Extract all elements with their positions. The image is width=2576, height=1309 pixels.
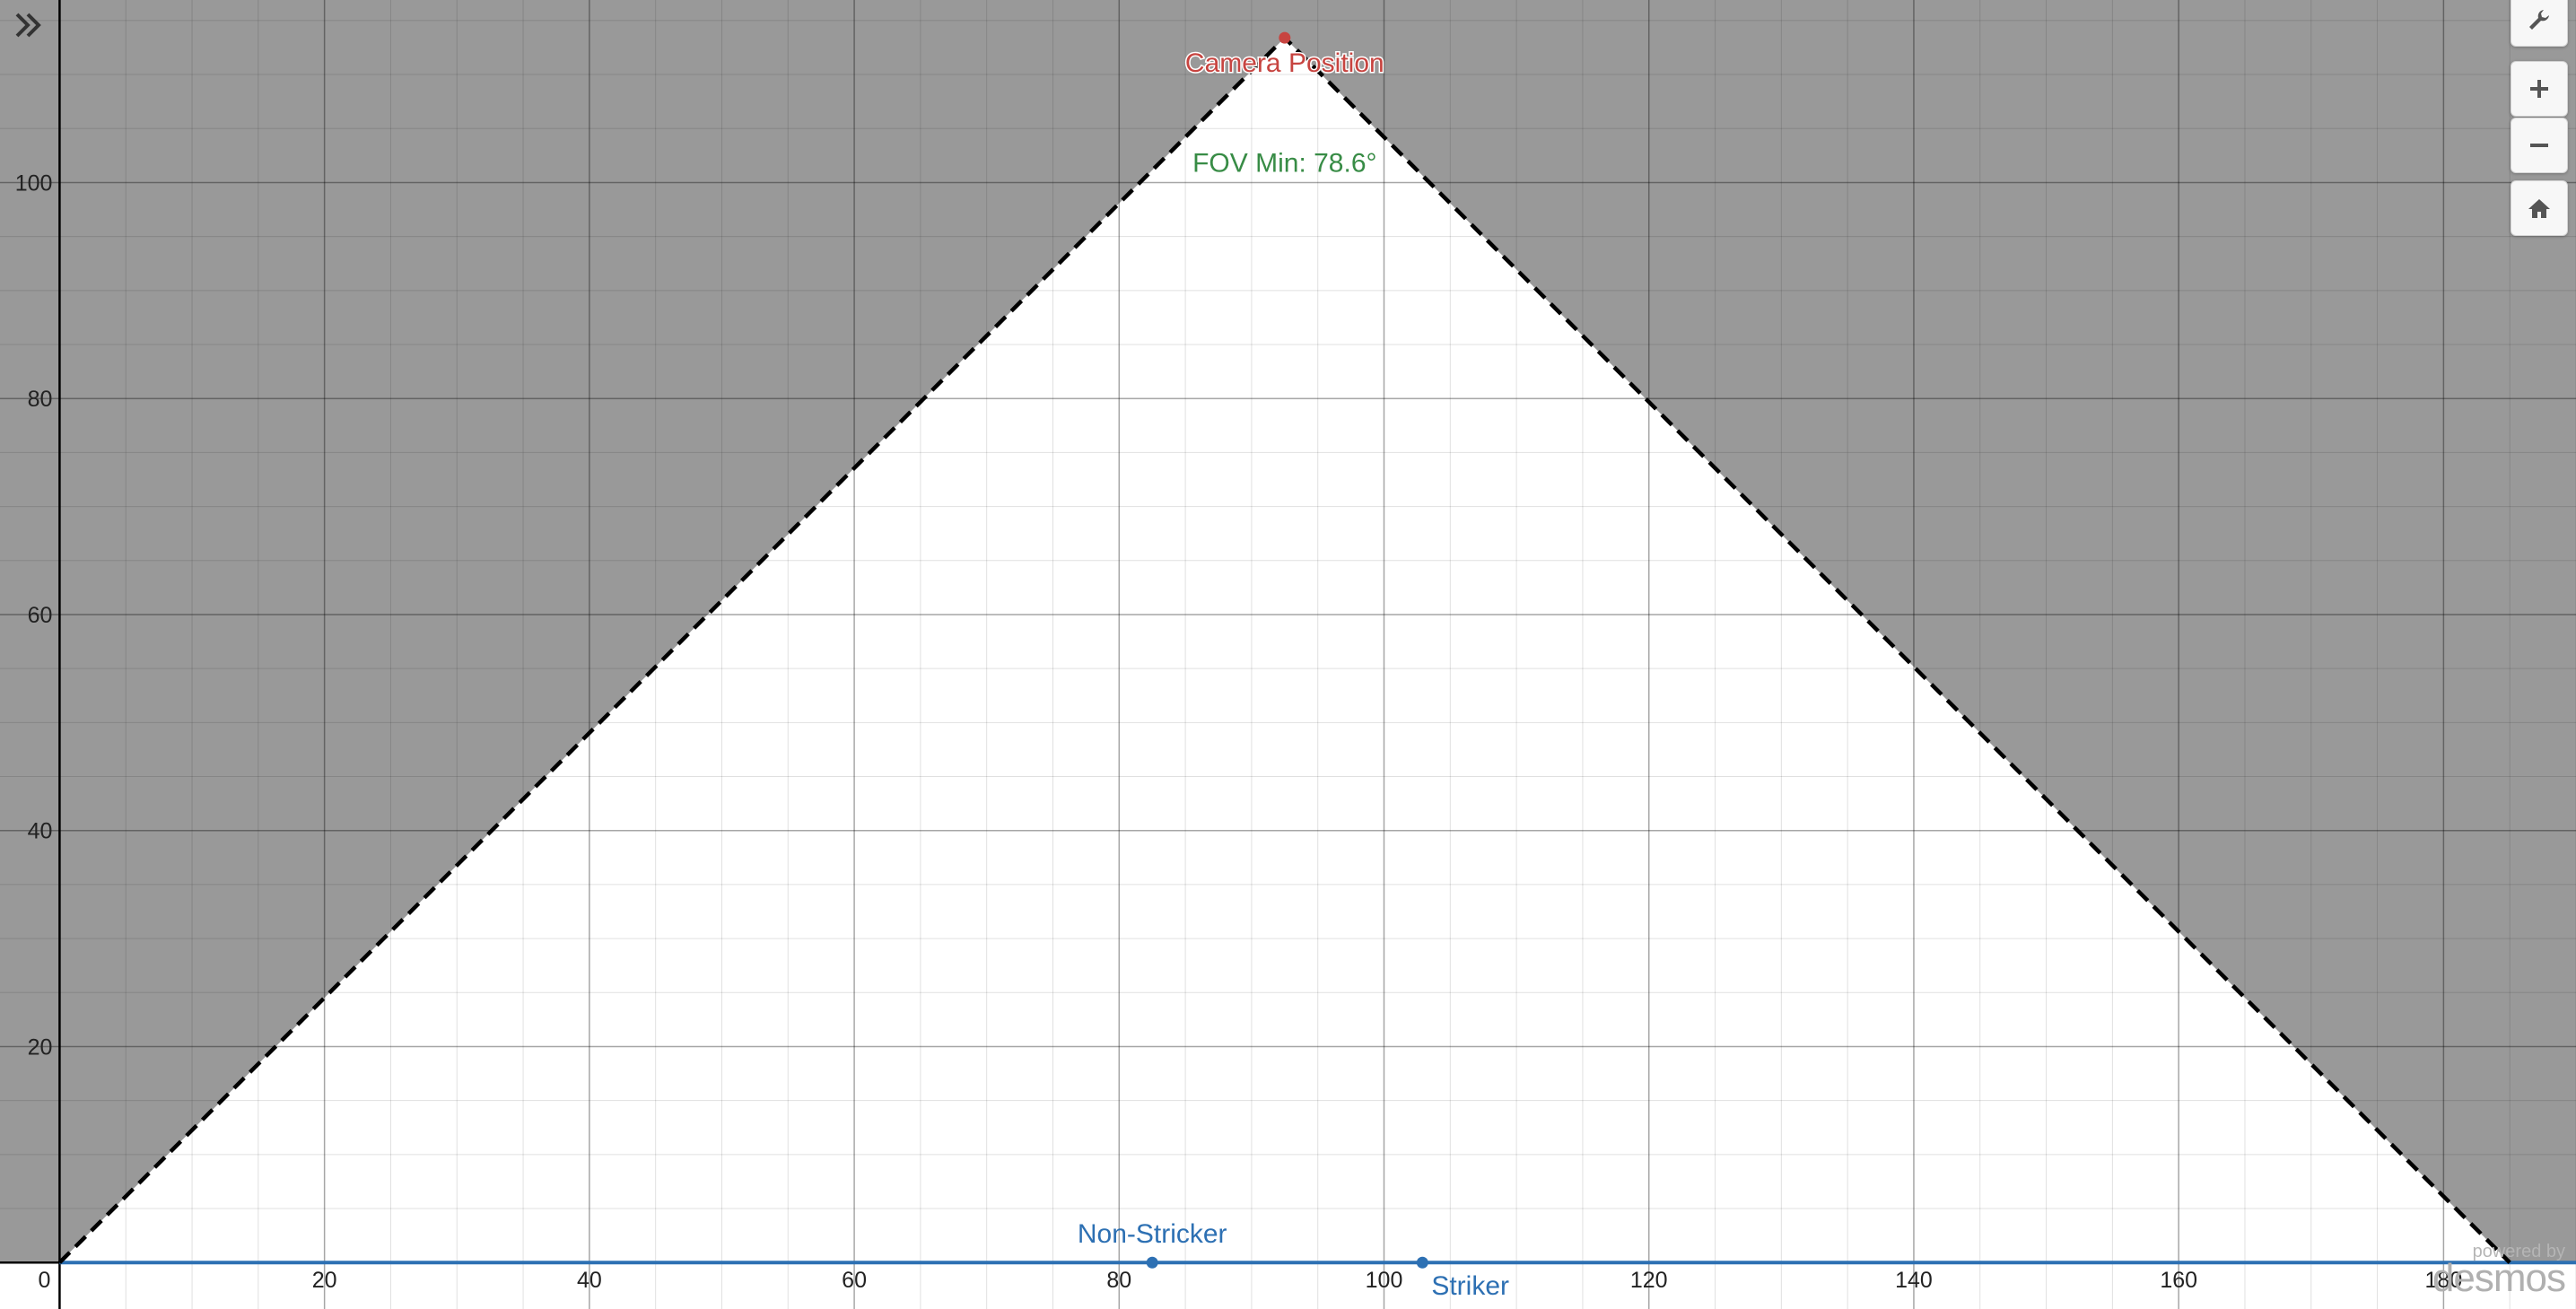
x-tick-label: 100	[1366, 1268, 1403, 1293]
settings-button[interactable]	[2511, 0, 2568, 47]
y-tick-label: 40	[28, 819, 53, 844]
zoom-out-button[interactable]	[2511, 118, 2568, 173]
zoom-in-button[interactable]	[2511, 61, 2568, 117]
camera-position-point	[1279, 31, 1291, 44]
striker-point	[1416, 1256, 1428, 1269]
tick-labels: 20 40 60 80 100 120 140 160 180 20 40 60 80 100 0	[15, 170, 2463, 1293]
striker-label: Striker	[1431, 1271, 1509, 1301]
x-tick-label: 180	[2425, 1268, 2463, 1293]
desmos-logo-text: desmos	[2432, 1256, 2566, 1300]
x-tick-label: 20	[312, 1268, 337, 1293]
x-tick-label: 80	[1106, 1268, 1131, 1293]
desmos-branding[interactable]: powered by desmos	[2432, 1242, 2566, 1300]
wrench-icon	[2529, 10, 2549, 30]
x-tick-label: 60	[842, 1268, 867, 1293]
y-tick-label: 60	[28, 603, 53, 628]
double-chevron-right-icon	[15, 13, 41, 38]
x-tick-label: 40	[577, 1268, 602, 1293]
y-tick-label: 20	[28, 1034, 53, 1060]
outside-fov-region	[0, 0, 2576, 1263]
expand-expressions-button[interactable]	[5, 4, 50, 47]
plot-marks: Camera Position Non-Stricker Striker FOV Mi…	[57, 31, 2576, 1301]
x-tick-label: 120	[1630, 1268, 1668, 1293]
plus-icon	[2530, 80, 2548, 98]
home-icon	[2528, 199, 2550, 218]
non-stricker-point	[1146, 1256, 1158, 1269]
fov-min-label: FOV Min: 78.6°	[1192, 148, 1376, 178]
non-stricker-label: Non-Stricker	[1078, 1219, 1227, 1249]
origin-label: 0	[39, 1268, 51, 1293]
y-tick-label: 80	[28, 387, 53, 412]
minus-icon	[2530, 144, 2548, 147]
powered-by-text: powered by	[2472, 1242, 2565, 1261]
camera-position-label: Camera Position	[1185, 48, 1384, 78]
x-tick-label: 160	[2160, 1268, 2197, 1293]
y-tick-label: 100	[15, 170, 53, 196]
x-tick-label: 140	[1895, 1268, 1933, 1293]
home-button[interactable]	[2511, 180, 2568, 236]
